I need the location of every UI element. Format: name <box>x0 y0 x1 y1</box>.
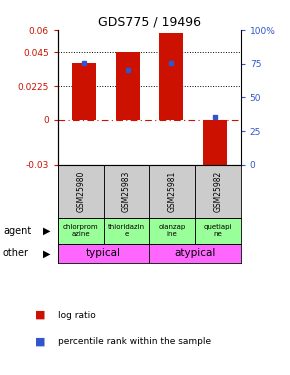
Text: chlorprom
azine: chlorprom azine <box>63 225 99 237</box>
Text: atypical: atypical <box>174 248 216 258</box>
Bar <box>58 244 149 262</box>
Text: thioridazin
e: thioridazin e <box>108 225 145 237</box>
Text: log ratio: log ratio <box>58 310 96 320</box>
Text: quetiapi
ne: quetiapi ne <box>204 225 232 237</box>
Bar <box>149 218 195 244</box>
Bar <box>195 218 241 244</box>
Bar <box>58 165 104 218</box>
Text: other: other <box>3 248 29 258</box>
Title: GDS775 / 19496: GDS775 / 19496 <box>98 16 201 29</box>
Text: ▶: ▶ <box>43 248 50 258</box>
Text: ▶: ▶ <box>43 226 50 236</box>
Text: agent: agent <box>3 226 31 236</box>
Text: percentile rank within the sample: percentile rank within the sample <box>58 337 211 346</box>
Text: ■: ■ <box>35 310 45 320</box>
Bar <box>104 218 149 244</box>
Bar <box>72 63 96 120</box>
Text: GSM25981: GSM25981 <box>168 171 177 212</box>
Text: olanzap
ine: olanzap ine <box>159 225 186 237</box>
Bar <box>149 244 241 262</box>
Text: GSM25980: GSM25980 <box>76 171 85 212</box>
Bar <box>203 120 226 165</box>
Bar <box>58 218 104 244</box>
Text: GSM25982: GSM25982 <box>213 171 222 212</box>
Bar <box>159 33 183 120</box>
Text: GSM25983: GSM25983 <box>122 171 131 212</box>
Text: typical: typical <box>86 248 121 258</box>
Bar <box>104 165 149 218</box>
Bar <box>195 165 241 218</box>
Bar <box>149 165 195 218</box>
Bar <box>116 53 139 120</box>
Text: ■: ■ <box>35 336 45 346</box>
